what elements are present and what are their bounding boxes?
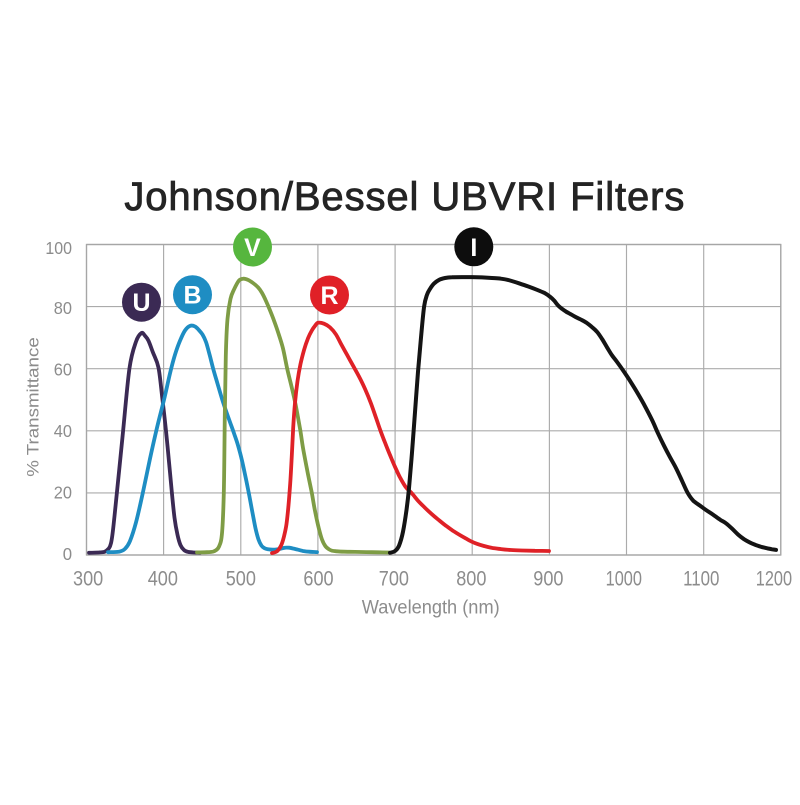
svg-text:60: 60 (54, 359, 72, 379)
svg-text:Wavelength (nm): Wavelength (nm) (362, 597, 500, 618)
svg-text:0: 0 (63, 544, 73, 564)
svg-text:R: R (320, 282, 338, 310)
svg-text:500: 500 (226, 567, 256, 590)
svg-text:1000: 1000 (606, 567, 642, 590)
svg-text:B: B (183, 282, 201, 310)
svg-text:300: 300 (73, 567, 103, 590)
svg-text:20: 20 (54, 483, 72, 503)
svg-text:Johnson/Bessel UBVRI Filters: Johnson/Bessel UBVRI Filters (124, 175, 685, 219)
svg-text:600: 600 (303, 567, 333, 590)
svg-text:80: 80 (54, 298, 72, 318)
svg-text:40: 40 (54, 421, 72, 441)
svg-text:800: 800 (456, 567, 486, 590)
svg-text:900: 900 (533, 567, 563, 590)
svg-text:100: 100 (45, 238, 72, 258)
svg-text:1100: 1100 (683, 567, 719, 590)
svg-text:1200: 1200 (756, 567, 792, 590)
svg-text:I: I (470, 234, 477, 262)
svg-text:700: 700 (379, 567, 409, 590)
svg-text:U: U (132, 289, 150, 317)
svg-text:% Transmittance: % Transmittance (24, 337, 43, 477)
svg-text:V: V (244, 234, 261, 262)
svg-text:400: 400 (148, 567, 178, 590)
